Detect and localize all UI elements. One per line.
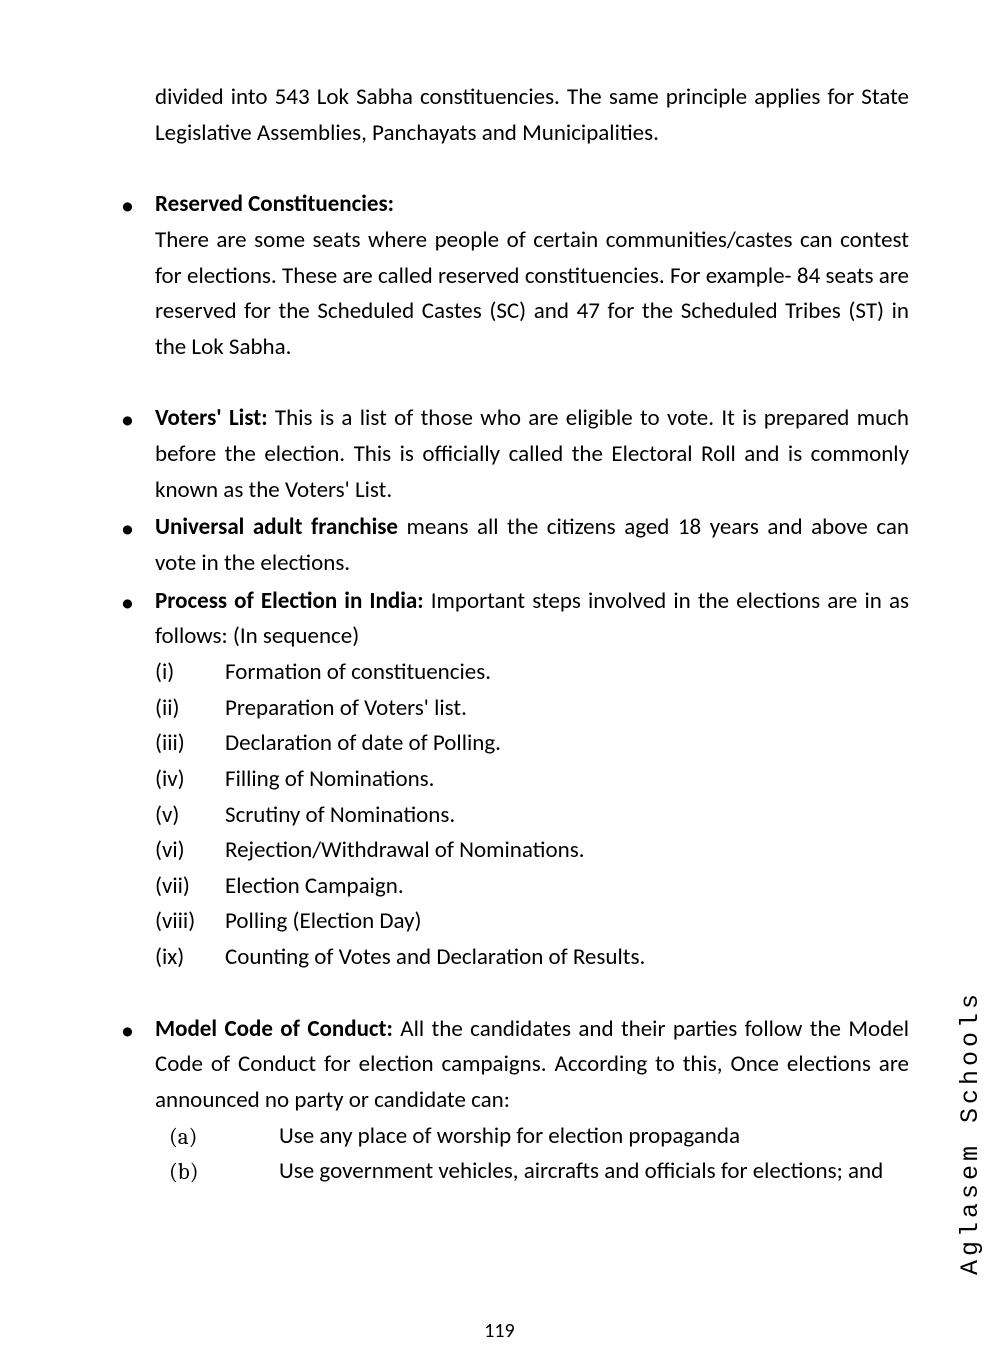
step-txt: Filling of Nominations. — [225, 762, 909, 798]
step-txt: Rejection/Withdrawal of Nominations. — [225, 833, 909, 869]
list-item: (iii)Declaration of date of Polling. — [155, 726, 909, 762]
list-item: (i)Formation of constituencies. — [155, 655, 909, 691]
bullet-franchise: • Universal adult franchise means all th… — [115, 510, 909, 581]
step-num: (vii) — [155, 869, 225, 905]
bullet-process: • Process of Election in India: Importan… — [115, 584, 909, 976]
list-item: (a)Use any place of worship for election… — [169, 1119, 909, 1155]
intro-paragraph: divided into 543 Lok Sabha constituencie… — [155, 80, 909, 151]
step-txt: Preparation of Voters' list. — [225, 691, 909, 727]
list-item: (iv)Filling of Nominations. — [155, 762, 909, 798]
step-txt: Polling (Election Day) — [225, 904, 909, 940]
item-num: (b) — [169, 1154, 279, 1190]
item-txt: Use any place of worship for election pr… — [279, 1119, 909, 1155]
step-txt: Counting of Votes and Declaration of Res… — [225, 940, 909, 976]
list-item: (ii)Preparation of Voters' list. — [155, 691, 909, 727]
mcc-items-list: (a)Use any place of worship for election… — [169, 1119, 909, 1190]
process-steps-list: (i)Formation of constituencies. (ii)Prep… — [155, 655, 909, 976]
body-reserved: There are some seats where people of cer… — [155, 223, 909, 366]
bullet-body: Universal adult franchise means all the … — [155, 510, 909, 581]
step-num: (iii) — [155, 726, 225, 762]
bullet-marker: • — [115, 401, 155, 508]
list-item: (ix)Counting of Votes and Declaration of… — [155, 940, 909, 976]
list-item: (vii)Election Campaign. — [155, 869, 909, 905]
step-txt: Declaration of date of Polling. — [225, 726, 909, 762]
step-num: (v) — [155, 798, 225, 834]
bullet-body: Reserved Constituencies: There are some … — [155, 187, 909, 365]
heading-mcc: Model Code of Conduct: — [155, 1015, 400, 1043]
step-txt: Scrutiny of Nominations. — [225, 798, 909, 834]
list-item: (vi)Rejection/Withdrawal of Nominations. — [155, 833, 909, 869]
list-item: (viii)Polling (Election Day) — [155, 904, 909, 940]
bullet-marker: • — [115, 1012, 155, 1190]
step-num: (i) — [155, 655, 225, 691]
step-num: (ix) — [155, 940, 225, 976]
list-item: (b)Use government vehicles, aircrafts an… — [169, 1154, 909, 1190]
bullet-body: Process of Election in India: Important … — [155, 584, 909, 976]
bullet-marker: • — [115, 584, 155, 976]
heading-voters: Voters' List: — [155, 404, 275, 432]
bullet-marker: • — [115, 187, 155, 365]
step-num: (iv) — [155, 762, 225, 798]
bullet-mcc: • Model Code of Conduct: All the candida… — [115, 1012, 909, 1190]
heading-franchise: Universal adult franchise — [155, 513, 407, 541]
bullet-marker: • — [115, 510, 155, 581]
bullet-voters: • Voters' List: This is a list of those … — [115, 401, 909, 508]
step-txt: Formation of constituencies. — [225, 655, 909, 691]
item-num: (a) — [169, 1119, 279, 1155]
bullet-reserved: • Reserved Constituencies: There are som… — [115, 187, 909, 365]
bullet-body: Voters' List: This is a list of those wh… — [155, 401, 909, 508]
step-num: (viii) — [155, 904, 225, 940]
heading-reserved: Reserved Constituencies: — [155, 187, 909, 223]
page-content: divided into 543 Lok Sabha constituencie… — [0, 0, 999, 1230]
list-item: (v)Scrutiny of Nominations. — [155, 798, 909, 834]
item-txt: Use government vehicles, aircrafts and o… — [279, 1154, 909, 1190]
page-number: 119 — [0, 1319, 999, 1343]
step-num: (vi) — [155, 833, 225, 869]
step-num: (ii) — [155, 691, 225, 727]
watermark-text: Aglasem Schools — [956, 990, 985, 1275]
bullet-body: Model Code of Conduct: All the candidate… — [155, 1012, 909, 1190]
heading-process: Process of Election in India: — [155, 587, 431, 615]
step-txt: Election Campaign. — [225, 869, 909, 905]
